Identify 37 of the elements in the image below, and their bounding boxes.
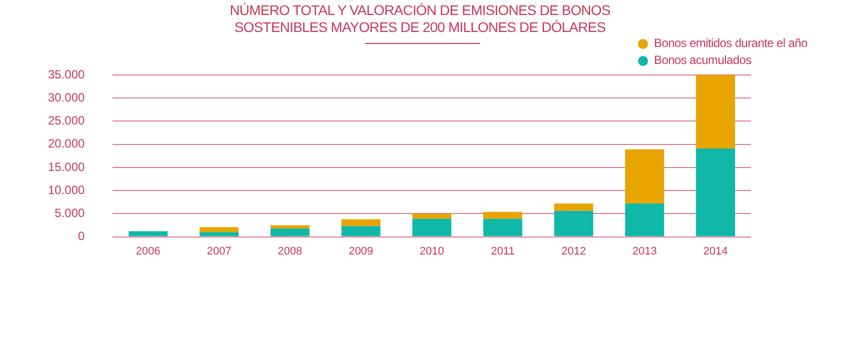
x-tick-label: 2006 (136, 245, 160, 258)
y-tick-label: 25.000 (48, 114, 86, 128)
x-tick-label: 2010 (420, 245, 444, 258)
legend-label: Bonos emitidos durante el año (654, 35, 808, 52)
x-tick-label: 2014 (703, 245, 728, 258)
bar (554, 204, 594, 211)
y-tick-label: 20.000 (48, 136, 86, 151)
bar (554, 210, 594, 236)
bar (341, 226, 380, 236)
x-tick-label: 2013 (632, 245, 657, 258)
y-tick-label: 35.000 (48, 67, 86, 82)
bar (483, 212, 522, 219)
bar (696, 148, 736, 236)
legend-label: Bonos acumulados (654, 52, 752, 69)
x-tick-label: 2008 (278, 245, 302, 258)
bar (625, 149, 664, 204)
bar (270, 225, 310, 228)
x-tick-label: 2009 (348, 245, 374, 258)
bar (696, 75, 736, 149)
bar (341, 219, 380, 226)
bar (625, 204, 664, 236)
x-tick-label: 2007 (206, 245, 232, 258)
y-tick-label: 10.000 (48, 182, 86, 197)
bar (412, 218, 452, 236)
y-tick-label: 15.000 (48, 160, 86, 174)
bar (200, 227, 239, 232)
y-tick-label: 5.000 (54, 206, 86, 220)
y-tick-label: 30.000 (48, 90, 86, 104)
bar (412, 214, 452, 219)
bar (483, 218, 522, 236)
x-tick-label: 2011 (490, 245, 515, 258)
x-tick-label: 2012 (561, 245, 586, 258)
bar (128, 231, 168, 236)
bar (270, 228, 310, 236)
chart-title: NÚMERO TOTAL Y VALORACIÓN DE EMISIONES DE BONOS SOSTENIBLES MAYORES DE 200 MILLONES DE DÓLARES (228, 2, 612, 36)
bar (200, 232, 239, 236)
y-tick-label: 0 (78, 229, 86, 244)
